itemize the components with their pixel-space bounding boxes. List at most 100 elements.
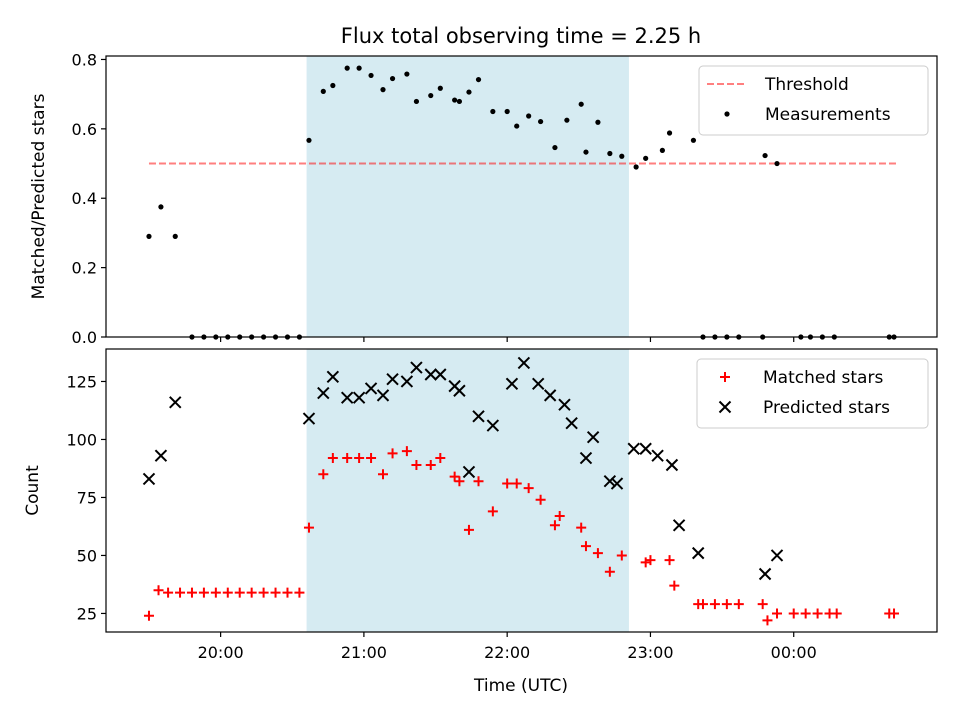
data-point <box>721 599 732 610</box>
data-point <box>175 587 186 598</box>
data-point <box>306 137 312 143</box>
x-tick-label: 23:00 <box>627 643 673 662</box>
y-axis-label: Count <box>23 465 43 516</box>
x-tick-label: 21:00 <box>341 643 387 662</box>
data-point <box>643 155 649 161</box>
data-point <box>222 587 233 598</box>
data-point <box>302 412 316 425</box>
data-point <box>616 550 627 561</box>
data-point <box>889 608 900 619</box>
data-point <box>526 113 532 119</box>
data-point <box>282 587 293 598</box>
data-point <box>490 108 496 115</box>
data-point <box>504 108 510 115</box>
data-point <box>666 130 673 136</box>
data-point <box>535 494 546 505</box>
y-tick-label: 0.0 <box>72 328 97 347</box>
ratio-panel: 0.0 0.2 0.4 0.6 0.8 Matched/Predicted stars Th… <box>29 50 938 347</box>
data-point <box>318 469 329 480</box>
legend-label: Matched stars <box>763 368 883 388</box>
data-point <box>356 65 362 71</box>
data-point <box>532 377 545 391</box>
data-point <box>387 448 398 459</box>
data-point <box>595 119 601 125</box>
data-point <box>428 92 434 99</box>
data-point <box>487 506 498 517</box>
data-point <box>246 587 257 598</box>
data-point <box>389 75 396 82</box>
data-point <box>169 396 182 409</box>
data-point <box>578 101 584 107</box>
data-point <box>326 370 340 384</box>
data-point <box>172 233 178 239</box>
data-point <box>517 356 531 370</box>
data-point <box>354 453 365 464</box>
data-point <box>344 65 350 71</box>
chart-title: Flux total observing time = 2.25 h <box>341 24 701 48</box>
data-point <box>146 233 152 239</box>
data-point <box>576 522 587 533</box>
legend-marker-matched <box>720 372 730 382</box>
data-point <box>645 555 656 566</box>
data-point <box>486 419 500 432</box>
data-point <box>452 97 458 103</box>
x-tick-label: 22:00 <box>484 643 530 662</box>
data-point <box>449 471 460 482</box>
data-point <box>543 389 557 402</box>
data-point <box>691 546 705 560</box>
data-point <box>340 391 354 404</box>
data-point <box>669 580 680 591</box>
data-point <box>757 599 768 610</box>
data-point <box>142 472 156 486</box>
data-point <box>586 430 600 444</box>
y-axis-label: Matched/Predicted stars <box>29 93 49 299</box>
data-point <box>651 449 664 462</box>
data-point <box>505 377 519 391</box>
data-point <box>627 442 640 455</box>
y-tick-label: 125 <box>66 372 97 391</box>
data-point <box>502 478 513 489</box>
data-point <box>800 608 811 619</box>
data-point <box>579 451 593 465</box>
data-point <box>523 483 534 494</box>
y-tick-label: 25 <box>77 604 97 623</box>
axes-frame <box>105 55 938 338</box>
data-point <box>320 88 326 94</box>
data-point <box>639 442 652 455</box>
data-point <box>153 585 164 596</box>
legend: Threshold Measurements <box>698 65 929 136</box>
data-point <box>762 615 773 626</box>
axes-frame <box>105 348 938 633</box>
y-tick-label: 0.6 <box>72 120 97 139</box>
data-point <box>607 150 613 157</box>
data-point <box>454 476 465 487</box>
data-point <box>386 372 399 386</box>
data-point <box>366 453 377 464</box>
data-point <box>640 557 651 568</box>
data-point <box>435 453 446 464</box>
data-point <box>462 465 476 479</box>
y-tick-label: 0.8 <box>72 50 97 69</box>
data-point <box>690 137 697 143</box>
data-point <box>303 522 314 533</box>
data-point <box>558 398 571 411</box>
x-tick-label: 00:00 <box>771 643 817 662</box>
data-point <box>762 152 768 159</box>
data-point <box>665 458 679 472</box>
y-tick-label: 0.2 <box>72 259 97 278</box>
data-point <box>327 453 338 464</box>
data-point <box>198 587 209 598</box>
data-point <box>770 549 784 562</box>
data-point <box>270 587 281 598</box>
data-point <box>565 417 578 430</box>
legend-label: Measurements <box>765 105 891 125</box>
data-point <box>352 391 366 404</box>
data-point <box>472 410 485 423</box>
data-point <box>425 459 436 470</box>
data-point <box>511 478 522 489</box>
data-point <box>538 118 544 125</box>
data-point <box>330 82 336 89</box>
data-point <box>610 477 624 490</box>
data-point <box>475 76 482 83</box>
